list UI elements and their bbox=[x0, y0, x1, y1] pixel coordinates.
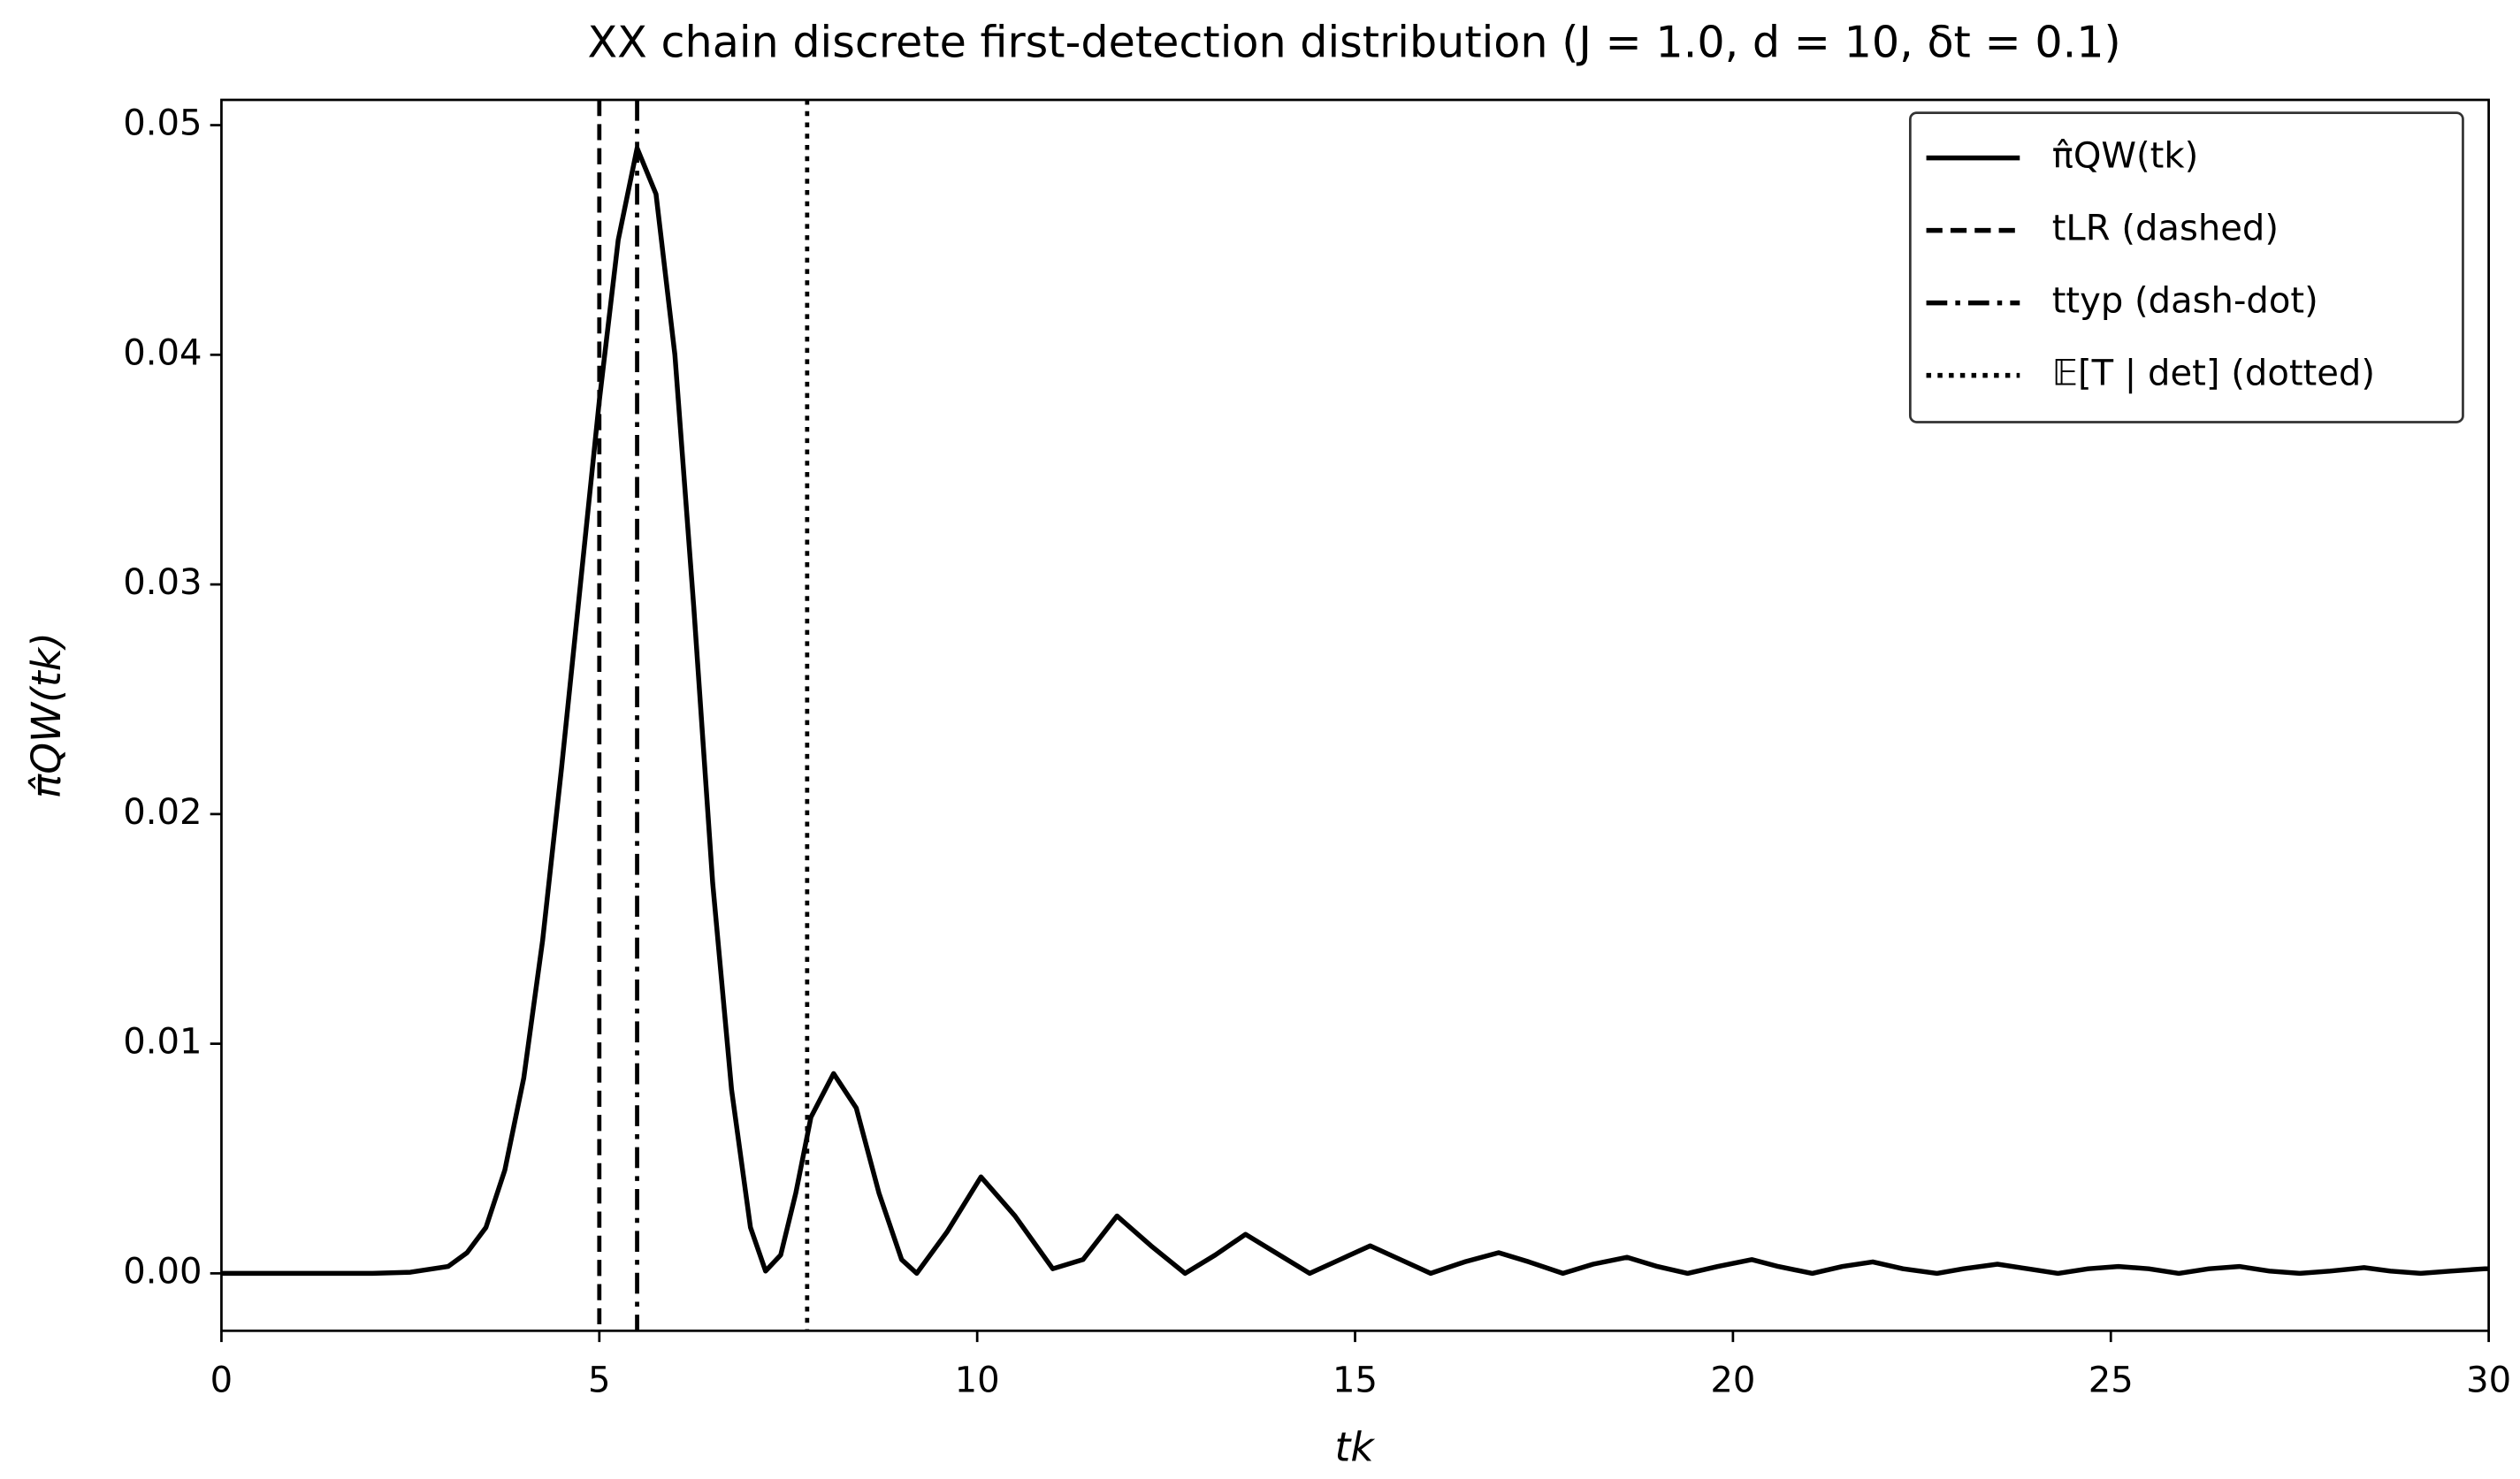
x-tick-label: 10 bbox=[955, 1361, 1000, 1401]
chart-title: XX chain discrete first-detection distri… bbox=[587, 17, 2120, 68]
x-tick-label: 5 bbox=[588, 1361, 610, 1401]
legend-label: tLR (dashed) bbox=[2052, 209, 2279, 249]
x-tick-label: 15 bbox=[1333, 1361, 1378, 1401]
y-tick-label: 0.01 bbox=[123, 1022, 202, 1063]
y-tick-label: 0.03 bbox=[123, 562, 202, 603]
y-tick-label: 0.04 bbox=[123, 332, 202, 373]
x-tick-label: 30 bbox=[2466, 1361, 2511, 1401]
data-line bbox=[221, 145, 2489, 1277]
x-tick-label: 0 bbox=[210, 1361, 233, 1401]
legend-box bbox=[1908, 111, 2464, 423]
x-tick-label: 25 bbox=[2089, 1361, 2134, 1401]
legend-label: π̂QW(tk) bbox=[2052, 136, 2199, 177]
y-tick-label: 0.02 bbox=[123, 792, 202, 833]
x-axis-label: tk bbox=[1334, 1424, 1375, 1471]
y-axis-label: π̂QW(tk) bbox=[23, 632, 70, 798]
legend-label: 𝔼[T | det] (dotted) bbox=[2052, 354, 2375, 394]
legend-label: ttyp (dash-dot) bbox=[2052, 281, 2318, 322]
plot-frame bbox=[220, 98, 2490, 1332]
y-tick-label: 0.00 bbox=[123, 1251, 202, 1292]
x-tick-label: 20 bbox=[1710, 1361, 1755, 1401]
y-tick-label: 0.05 bbox=[123, 103, 202, 144]
